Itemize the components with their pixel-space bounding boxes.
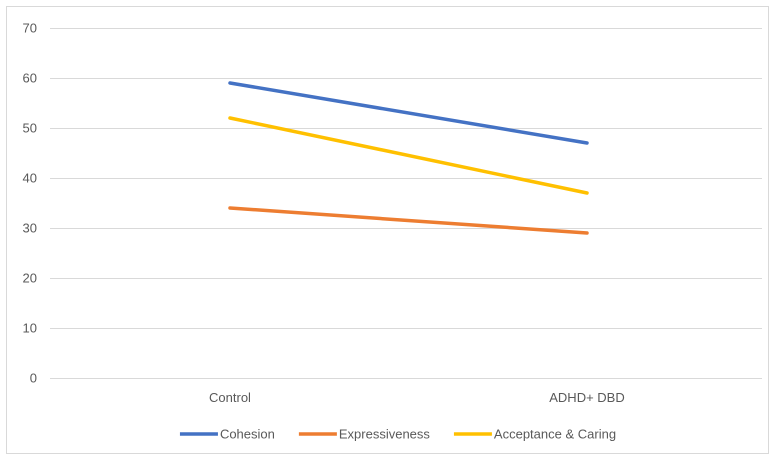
y-tick-label-10: 10 <box>23 321 37 336</box>
legend: Cohesion Expressiveness Acceptance & Carin… <box>179 427 616 442</box>
y-tick-label-50: 50 <box>23 121 37 136</box>
y-axis-tick-labels: 0 10 20 30 40 50 60 70 <box>23 21 37 386</box>
y-tick-label-70: 70 <box>23 21 37 36</box>
series-line-2 <box>228 206 589 235</box>
y-tick-label-30: 30 <box>23 221 37 236</box>
y-tick-label-60: 60 <box>23 71 37 86</box>
gridlines <box>50 28 762 379</box>
y-tick-label-40: 40 <box>23 171 37 186</box>
chart-frame <box>6 6 769 454</box>
y-tick-label-0: 0 <box>30 371 37 386</box>
x-tick-label-1: Control <box>209 390 251 405</box>
series-line-3 <box>228 116 589 195</box>
y-tick-label-20: 20 <box>23 271 37 286</box>
legend-label-2: Expressiveness <box>339 427 431 442</box>
series-lines <box>228 81 589 235</box>
x-axis-tick-labels: Control ADHD+ DBD <box>209 390 625 405</box>
legend-label-1: Cohesion <box>220 427 275 442</box>
legend-label-3: Acceptance & Caring <box>494 427 616 442</box>
series-line-1 <box>228 81 589 145</box>
x-tick-label-2: ADHD+ DBD <box>549 390 625 405</box>
